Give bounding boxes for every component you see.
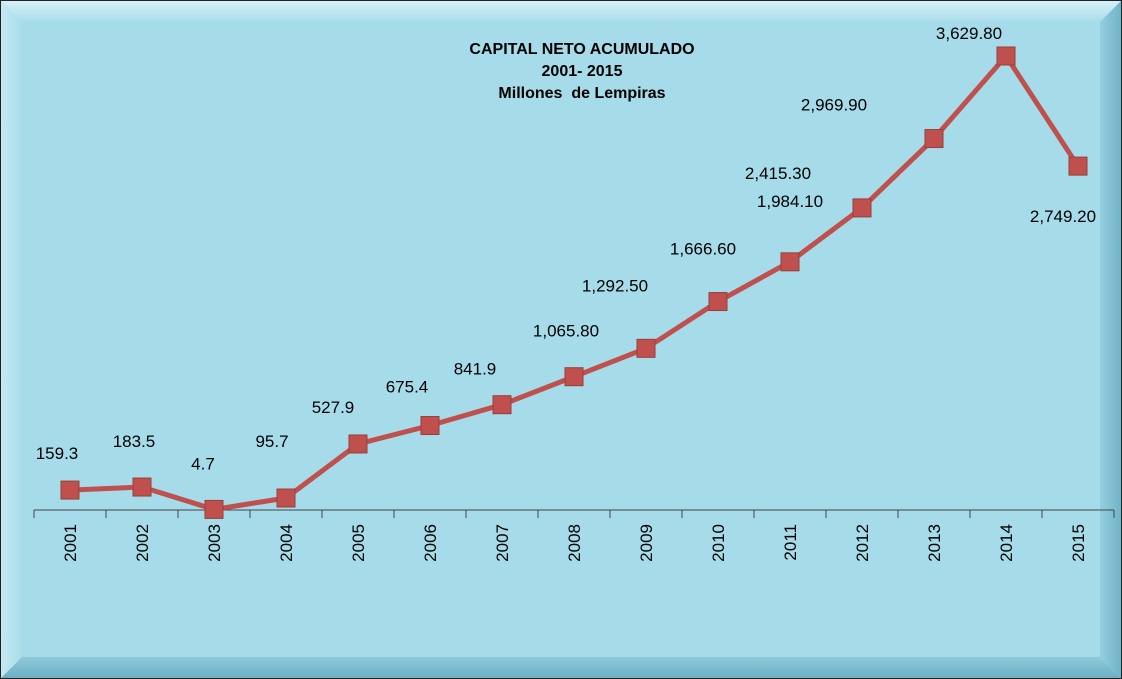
data-label: 3,629.80 — [936, 24, 1002, 43]
bevel-bottom — [0, 657, 1122, 679]
marker — [132, 477, 152, 497]
data-label: 1,292.50 — [582, 276, 648, 295]
x-tick-label: 2001 — [61, 524, 80, 562]
chart-title: CAPITAL NETO ACUMULADO — [469, 41, 694, 58]
chart-subtitle: Millones de Lempiras — [498, 85, 665, 102]
marker — [852, 198, 872, 218]
data-label: 2,415.30 — [745, 164, 811, 183]
marker — [204, 499, 224, 519]
data-label: 841.9 — [454, 360, 497, 379]
marker — [780, 252, 800, 272]
x-tick-label: 2002 — [133, 524, 152, 562]
data-label: 1,666.60 — [670, 240, 736, 259]
data-label: 1,065.80 — [533, 322, 599, 341]
marker — [420, 416, 440, 436]
data-label: 1,984.10 — [757, 192, 823, 211]
data-label: 2,969.90 — [801, 96, 867, 115]
marker — [60, 480, 80, 500]
x-tick-label: 2015 — [1069, 524, 1088, 562]
marker — [996, 46, 1016, 66]
marker — [564, 367, 584, 387]
data-label: 95.7 — [255, 432, 288, 451]
marker — [348, 434, 368, 454]
marker — [276, 488, 296, 508]
x-tick-label: 2004 — [277, 524, 296, 562]
data-label: 159.3 — [36, 444, 79, 463]
marker — [1068, 156, 1088, 176]
x-tick-label: 2007 — [493, 524, 512, 562]
data-label: 4.7 — [191, 454, 215, 473]
bevel-left — [0, 0, 22, 679]
x-tick-label: 2009 — [637, 524, 656, 562]
x-tick-label: 2013 — [925, 524, 944, 562]
x-tick-label: 2006 — [421, 524, 440, 562]
marker — [708, 292, 728, 312]
x-tick-label: 2010 — [709, 524, 728, 562]
x-tick-label: 2003 — [205, 524, 224, 562]
marker — [636, 338, 656, 358]
x-tick-label: 2014 — [997, 524, 1016, 562]
chart-subtitle: 2001- 2015 — [542, 63, 623, 80]
data-label: 2,749.20 — [1030, 207, 1096, 226]
marker — [492, 395, 512, 415]
data-label: 675.4 — [386, 378, 429, 397]
x-tick-label: 2011 — [781, 524, 800, 561]
x-tick-label: 2012 — [853, 524, 872, 562]
x-tick-label: 2005 — [349, 524, 368, 562]
marker — [924, 129, 944, 149]
bevel-top — [0, 0, 1122, 22]
bevel-right — [1100, 0, 1122, 679]
x-tick-label: 2008 — [565, 524, 584, 562]
data-label: 527.9 — [312, 398, 355, 417]
data-label: 183.5 — [113, 432, 156, 451]
